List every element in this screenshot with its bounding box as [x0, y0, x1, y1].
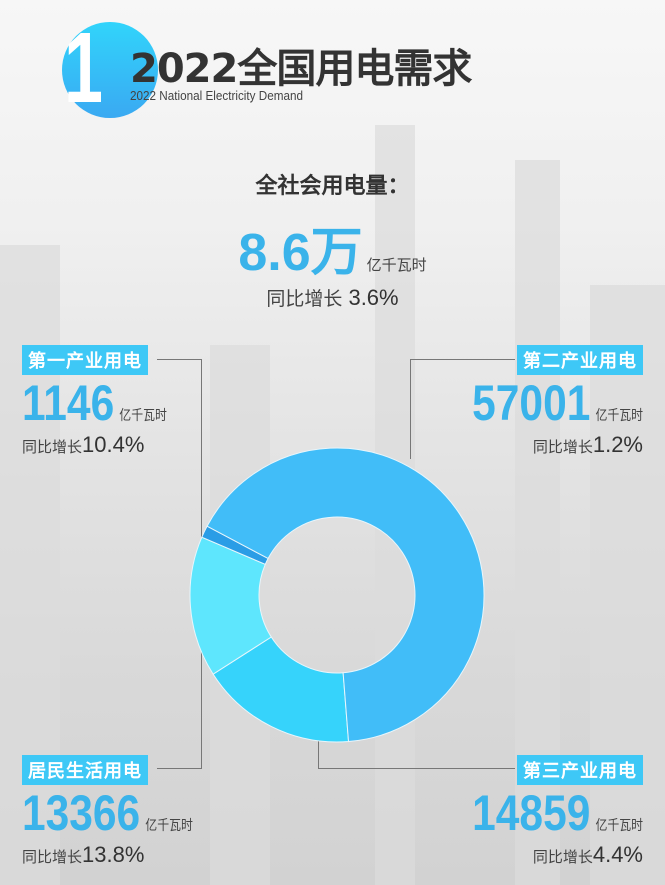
- label-tertiary-industry: 第三产业用电: [517, 755, 643, 785]
- total-unit: 亿千瓦时: [366, 256, 427, 274]
- leader-line: [410, 359, 515, 360]
- total-growth-value: 3.6%: [348, 285, 399, 310]
- unit: 亿千瓦时: [119, 408, 167, 424]
- background-building: [590, 285, 665, 885]
- value-tertiary-industry: 14859 亿千瓦时: [472, 788, 643, 838]
- label-primary-industry: 第一产业用电: [22, 345, 148, 375]
- value: 14859: [472, 785, 591, 841]
- growth-tertiary-industry: 同比增长4.4%: [533, 842, 643, 868]
- total-label: 全社会用电量：: [255, 174, 410, 199]
- growth-value: 4.4%: [592, 842, 643, 867]
- donut-slice-第二产业用电: [206, 447, 485, 743]
- total-growth-row: 同比增长 3.6%: [0, 284, 665, 311]
- value: 13366: [22, 785, 141, 841]
- section-number: 1: [64, 12, 103, 124]
- growth-primary-industry: 同比增长10.4%: [22, 432, 144, 458]
- unit: 亿千瓦时: [145, 818, 193, 834]
- value-primary-industry: 1146 亿千瓦时: [22, 378, 167, 428]
- growth-label: 同比增长: [22, 848, 83, 866]
- section-number-badge: [62, 22, 158, 118]
- growth-value: 13.8%: [82, 842, 145, 867]
- total-value: 8.6万: [238, 224, 363, 282]
- label-secondary-industry: 第二产业用电: [517, 345, 643, 375]
- leader-line: [318, 768, 515, 769]
- growth-secondary-industry: 同比增长1.2%: [533, 432, 643, 458]
- total-growth-label: 同比增长: [266, 288, 343, 310]
- leader-line: [157, 359, 202, 360]
- growth-label: 同比增长: [532, 848, 593, 866]
- value: 1146: [22, 375, 115, 431]
- page-subtitle: 2022 National Electricity Demand: [130, 88, 303, 103]
- total-value-row: 8.6万 亿千瓦时: [0, 210, 665, 285]
- growth-value: 1.2%: [592, 432, 643, 457]
- leader-line: [157, 768, 202, 769]
- growth-residential: 同比增长13.8%: [22, 842, 144, 868]
- leader-line: [318, 740, 319, 769]
- label-residential: 居民生活用电: [22, 755, 148, 785]
- leader-line: [410, 359, 411, 459]
- unit: 亿千瓦时: [595, 818, 643, 834]
- growth-label: 同比增长: [22, 438, 83, 456]
- unit: 亿千瓦时: [595, 408, 643, 424]
- page-title: 2022全国用电需求: [130, 46, 472, 92]
- growth-value: 10.4%: [82, 432, 145, 457]
- value-secondary-industry: 57001 亿千瓦时: [472, 378, 643, 428]
- value: 57001: [472, 375, 591, 431]
- value-residential: 13366 亿千瓦时: [22, 788, 193, 838]
- growth-label: 同比增长: [532, 438, 593, 456]
